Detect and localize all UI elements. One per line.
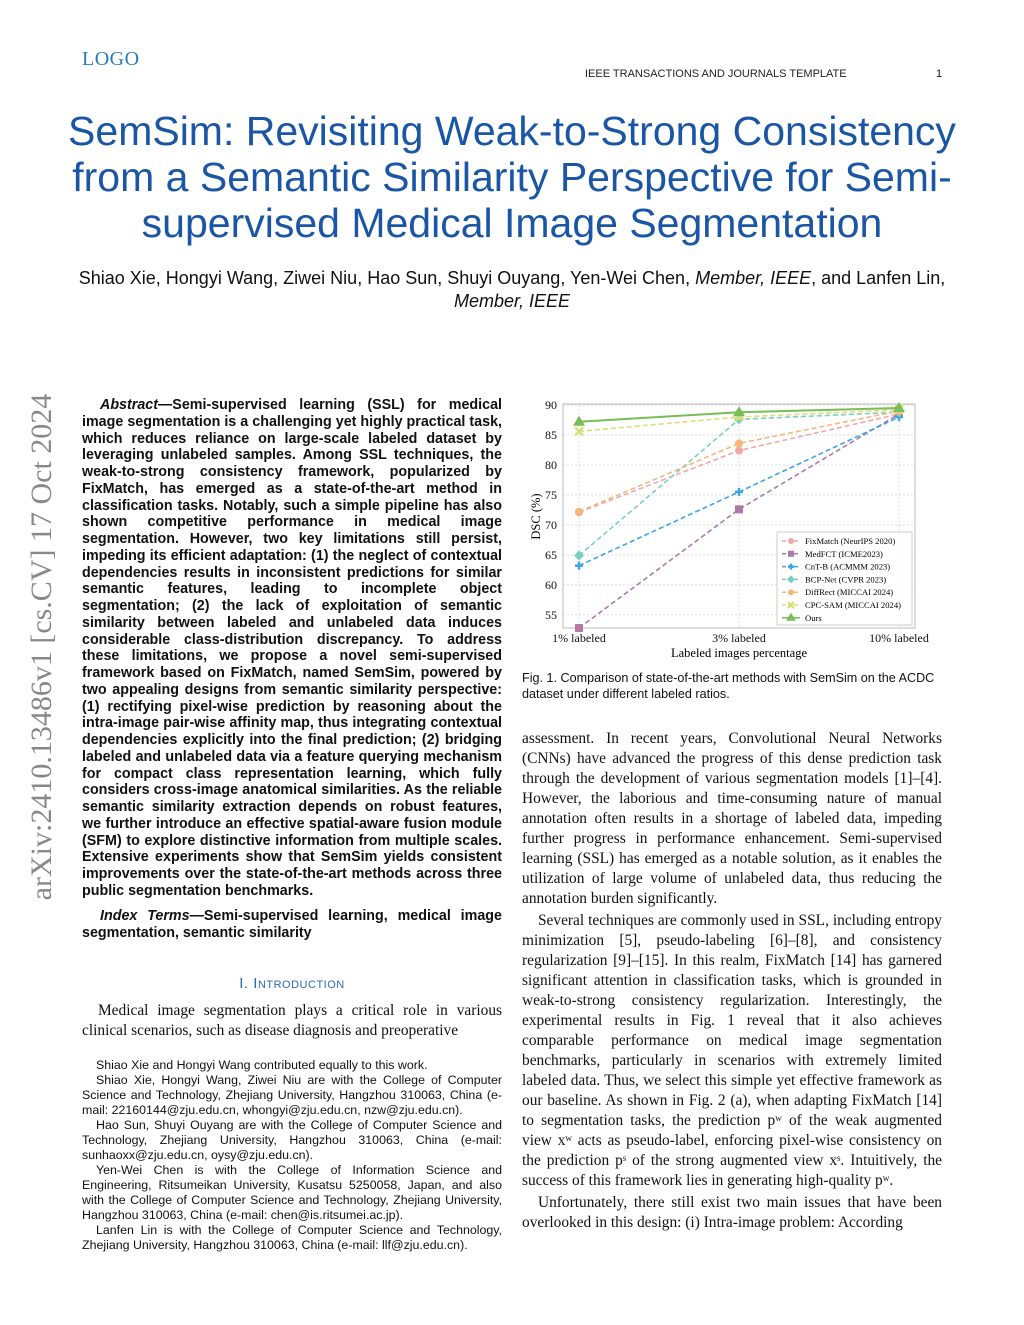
marker-plus: [735, 487, 743, 496]
index-terms-label: Index Terms—: [100, 908, 204, 924]
right-column-body: assessment. In recent years, Convolution…: [522, 729, 942, 1235]
y-tick-label: 85: [545, 428, 557, 442]
marker-triangle: [786, 612, 796, 621]
member-label: Member, IEEE: [453, 291, 571, 311]
y-tick-label: 90: [545, 398, 557, 412]
marker-triangle: [893, 401, 905, 412]
marker-square: [735, 505, 743, 514]
dsc-comparison-chart: 55 60 65 70 75 80 85 90 1% labeled 3% labeled 10% …: [529, 398, 929, 660]
index-terms: Index Terms—Semi-supervised learning, me…: [82, 908, 502, 942]
running-head: IEEE TRANSACTIONS AND JOURNALS TEMPLATE: [585, 68, 847, 80]
x-tick-label: 3% labeled: [712, 631, 766, 645]
plot-frame: [562, 403, 916, 629]
legend-label: CnT-B (ACMMM 2023): [805, 562, 890, 572]
authors: Shiao Xie, Hongyi Wang, Ziwei Niu, Hao S…: [70, 267, 954, 313]
index-terms-text: Semi-supervised learning, medical image …: [82, 908, 502, 941]
y-tick-label: 65: [545, 548, 557, 562]
legend-item: MedFCT (ICME2023): [782, 549, 883, 559]
section-heading: I. Introduction: [82, 975, 502, 992]
section-number: I.: [239, 975, 254, 992]
section-title: Introduction: [253, 975, 345, 992]
legend-item: BCP-Net (CVPR 2023): [782, 574, 886, 584]
marker-square: [788, 550, 794, 557]
marker-diamond: [787, 575, 795, 584]
paragraph: Unfortunately, there still exist two mai…: [522, 1194, 942, 1231]
x-axis-label: Labeled images percentage: [671, 646, 807, 660]
paragraph: Several techniques are commonly used in …: [522, 912, 942, 1189]
legend-label: MedFCT (ICME2023): [805, 549, 883, 559]
author-names-end: , and Lanfen Lin,: [811, 268, 946, 288]
abstract-label: Abstract—: [100, 397, 173, 413]
y-tick-label: 55: [545, 608, 557, 622]
legend-item: DiffRect (MICCAI 2024): [782, 587, 893, 597]
marker-diamond: [574, 550, 584, 561]
marker-circle: [788, 589, 794, 596]
legend-box: [776, 531, 913, 626]
intro-paragraph: Medical image segmentation plays a criti…: [82, 1001, 502, 1043]
legend: FixMatch (NeurIPS 2020) MedFCT (ICME2023)…: [776, 531, 913, 626]
footnote: Shiao Xie, Hongyi Wang, Ziwei Niu are wi…: [82, 1073, 502, 1117]
y-tick-label: 75: [545, 488, 557, 502]
marker-triangle: [733, 406, 745, 417]
paragraph: assessment. In recent years, Convolution…: [522, 730, 942, 907]
paper-title: SemSim: Revisiting Weak-to-Strong Consis…: [68, 108, 956, 246]
marker-triangle: [573, 415, 585, 426]
legend-item: CPC-SAM (MICCAI 2024): [782, 600, 901, 610]
legend-label: BCP-Net (CVPR 2023): [805, 574, 886, 584]
legend-item: CnT-B (ACMMM 2023): [782, 562, 890, 572]
marker-circle: [735, 446, 743, 455]
marker-diamond: [734, 414, 744, 425]
marker-circle: [735, 439, 743, 448]
footnote: Shiao Xie and Hongyi Wang contributed eq…: [96, 1058, 428, 1072]
footnote: Yen-Wei Chen is with the College of Info…: [82, 1163, 502, 1222]
paragraph: Medical image segmentation plays a criti…: [82, 1002, 502, 1039]
footnotes: Shiao Xie and Hongyi Wang contributed eq…: [82, 1058, 502, 1253]
abstract: Abstract—Semi-supervised learning (SSL) …: [82, 397, 502, 900]
marker-plus: [788, 563, 794, 570]
y-axis-label: DSC (%): [529, 493, 543, 539]
abstract-text: Semi-supervised learning (SSL) for medic…: [82, 397, 502, 899]
legend-label: CPC-SAM (MICCAI 2024): [805, 600, 901, 610]
legend-label: FixMatch (NeurIPS 2020): [805, 536, 895, 546]
marker-square: [575, 624, 583, 632]
y-tick-label: 80: [545, 458, 557, 472]
marker-plus: [575, 561, 583, 570]
y-tick-label: 70: [545, 518, 557, 532]
x-tick-label: 10% labeled: [869, 631, 929, 645]
series-line: [578, 410, 900, 513]
legend-label: DiffRect (MICCAI 2024): [805, 587, 893, 597]
page-number: 1: [936, 68, 943, 80]
marker-circle: [788, 538, 794, 544]
figure-caption: Fig. 1. Comparison of state-of-the-art m…: [522, 671, 935, 701]
x-tick-label: 1% labeled: [552, 631, 606, 645]
series-ours: [573, 401, 905, 426]
marker-x: [787, 601, 795, 609]
footnote: Hao Sun, Shuyi Ouyang are with the Colle…: [82, 1118, 502, 1162]
marker-circle: [575, 507, 583, 516]
marker-x: [574, 426, 584, 437]
member-label: Member, IEEE: [695, 268, 812, 288]
footnote: Lanfen Lin is with the College of Comput…: [82, 1223, 502, 1252]
author-names: Shiao Xie, Hongyi Wang, Ziwei Niu, Hao S…: [78, 268, 696, 288]
series-line: [578, 413, 900, 629]
legend-item: Ours: [782, 612, 822, 623]
logo: LOGO: [82, 48, 140, 70]
y-tick-label: 60: [545, 578, 557, 592]
legend-item: FixMatch (NeurIPS 2020): [782, 536, 895, 546]
arxiv-stamp: arXiv:2410.13486v1 [cs.CV] 17 Oct 2024: [25, 393, 58, 901]
legend-label: Ours: [805, 613, 822, 623]
